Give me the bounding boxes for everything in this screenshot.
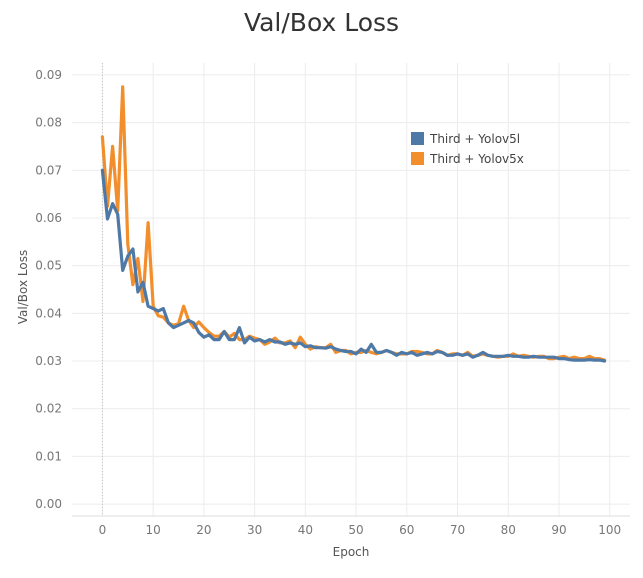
x-axis-title: Epoch — [333, 545, 370, 559]
x-tick-label: 0 — [99, 523, 107, 537]
y-tick-label: 0.01 — [35, 449, 62, 463]
y-tick-label: 0.00 — [35, 497, 62, 511]
x-tick-label: 70 — [450, 523, 465, 537]
y-tick-label: 0.02 — [35, 402, 62, 416]
y-tick-label: 0.08 — [35, 116, 62, 130]
x-tick-label: 20 — [196, 523, 211, 537]
legend-swatch — [411, 132, 424, 145]
x-tick-label: 30 — [247, 523, 262, 537]
legend-label: Third + Yolov5l — [429, 132, 520, 146]
x-tick-label: 60 — [399, 523, 414, 537]
x-tick-label: 100 — [598, 523, 621, 537]
x-tick-label: 80 — [501, 523, 516, 537]
x-tick-label: 40 — [298, 523, 313, 537]
legend-label: Third + Yolov5x — [429, 152, 524, 166]
legend-swatch — [411, 152, 424, 165]
y-tick-label: 0.06 — [35, 211, 62, 225]
x-tick-label: 10 — [146, 523, 161, 537]
y-axis-title: Val/Box Loss — [16, 250, 30, 324]
series-line-yolov5x — [100, 85, 607, 362]
y-tick-label: 0.07 — [35, 163, 62, 177]
x-tick-label: 90 — [551, 523, 566, 537]
y-tick-label: 0.09 — [35, 68, 62, 82]
chart-title: Val/Box Loss — [243, 8, 400, 37]
y-tick-label: 0.05 — [35, 259, 62, 273]
y-tick-label: 0.03 — [35, 354, 62, 368]
series-line-yolov5l — [100, 168, 607, 363]
x-tick-label: 50 — [348, 523, 363, 537]
y-tick-label: 0.04 — [35, 306, 62, 320]
